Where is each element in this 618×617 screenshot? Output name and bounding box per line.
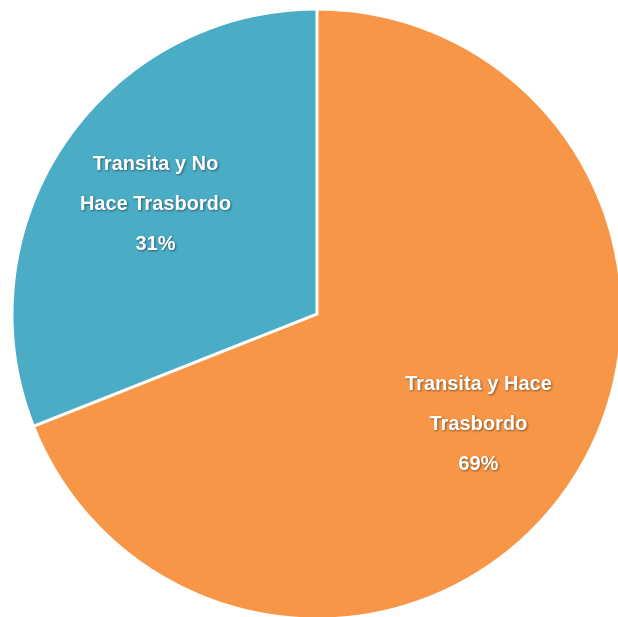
value-label: 31%	[135, 233, 176, 256]
pie-slice	[31, 7, 618, 617]
pie-slice	[10, 7, 319, 429]
value-label: 69%	[458, 452, 499, 475]
category-label: Transita y Hace Trasbordo	[405, 372, 552, 435]
category-label: Transita y No Hace Trasbordo	[79, 153, 232, 216]
slice-label: Transita y Hace Trasbordo 69%	[393, 364, 563, 484]
slice-label: Transita y No Hace Trasbordo 31%	[71, 144, 241, 264]
